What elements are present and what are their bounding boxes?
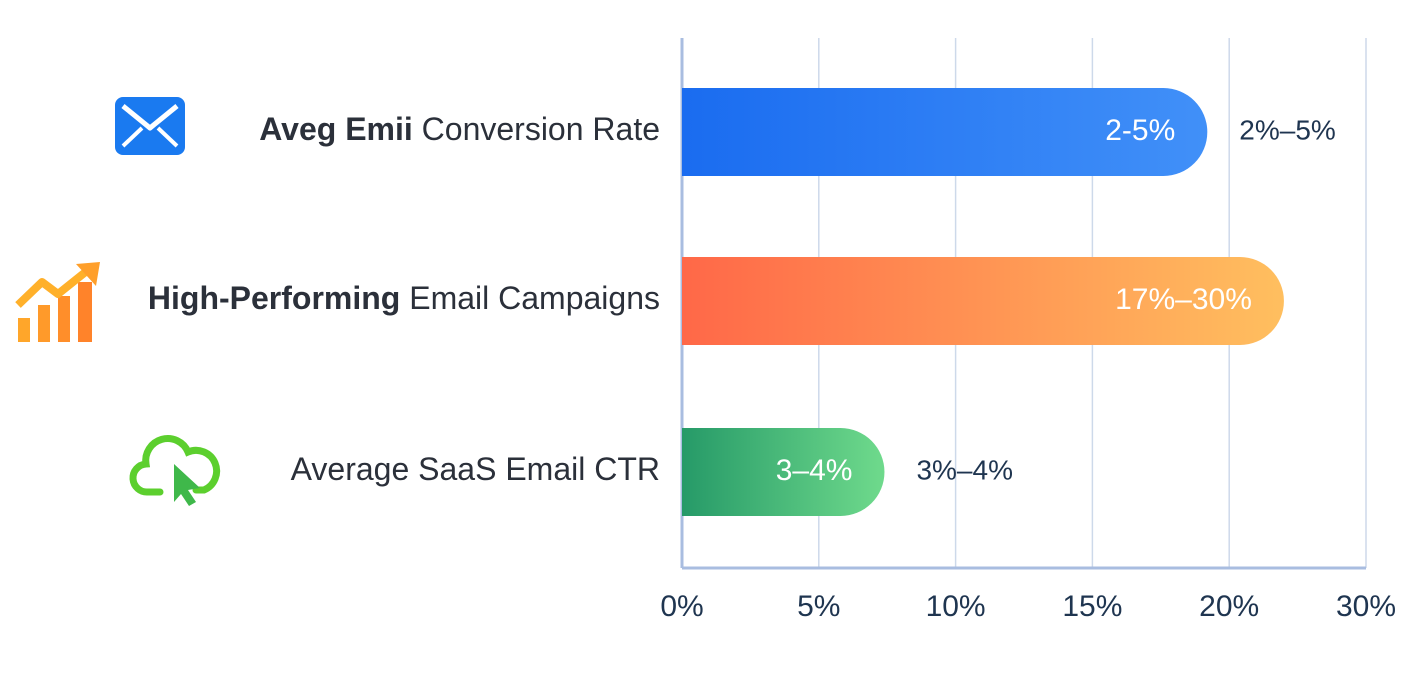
category-label-bold: High-Performing [148, 280, 400, 316]
bar [682, 88, 1208, 176]
envelope-icon [115, 97, 185, 155]
side-label: 3%–4% [916, 454, 1013, 485]
bar-value-label: 17%–30% [1115, 283, 1252, 316]
x-tick-label: 0% [660, 590, 703, 623]
bar-value-label: 2-5% [1105, 114, 1175, 147]
category-label-bold: Aveg Emii [259, 111, 413, 147]
category-label: High-Performing Email Campaigns [148, 280, 660, 316]
x-tick-label: 10% [926, 590, 986, 623]
x-tick-label: 15% [1062, 590, 1122, 623]
bar-value-label: 3–4% [776, 454, 853, 487]
category-label-text: Average SaaS Email CTR [291, 451, 660, 487]
category-label-text: Conversion Rate [422, 111, 660, 147]
x-tick-label: 20% [1199, 590, 1259, 623]
cloud-icon [129, 435, 221, 506]
bar [682, 428, 885, 516]
category-label: Average SaaS Email CTR [291, 451, 660, 487]
x-tick-label: 30% [1336, 590, 1396, 623]
growth-icon [15, 262, 100, 342]
side-label: 2%–5% [1239, 114, 1336, 145]
category-label: Aveg Emii Conversion Rate [259, 111, 660, 147]
bar [682, 257, 1284, 345]
category-label-text: Email Campaigns [409, 280, 660, 316]
x-tick-label: 5% [797, 590, 840, 623]
